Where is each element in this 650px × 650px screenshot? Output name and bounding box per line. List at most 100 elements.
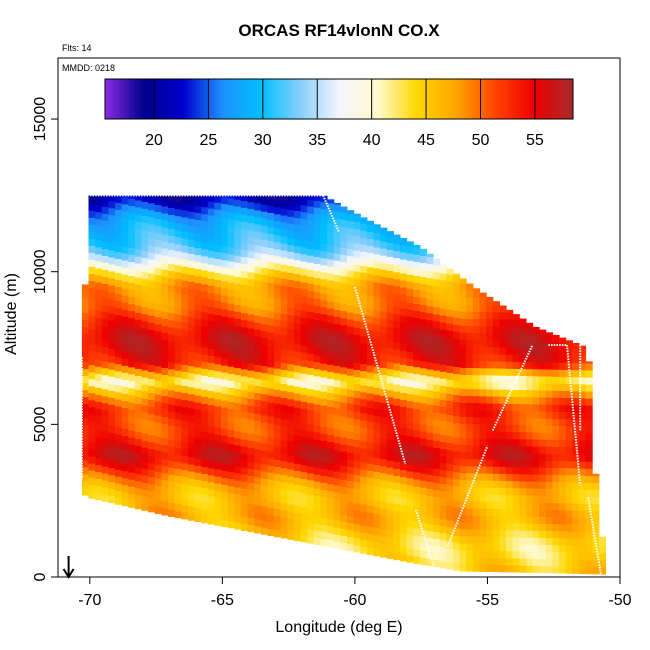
heat-cell xyxy=(187,471,196,479)
heat-cell xyxy=(373,387,381,395)
heat-cell xyxy=(347,297,355,306)
heat-cell xyxy=(287,195,295,203)
heat-cell xyxy=(559,453,567,462)
heat-cell xyxy=(300,499,308,508)
colorbar-swatch xyxy=(227,79,231,119)
heat-cell xyxy=(221,336,229,345)
heat-cell xyxy=(406,555,414,563)
heat-cell xyxy=(240,312,249,321)
heat-cell xyxy=(393,552,401,561)
heat-cell xyxy=(260,309,268,317)
heat-cell xyxy=(525,523,534,531)
heat-cell xyxy=(572,343,580,350)
heat-cell xyxy=(221,315,229,324)
heat-cell xyxy=(426,467,434,475)
heat-cell xyxy=(313,326,321,335)
colorbar-swatch xyxy=(480,79,484,119)
heat-cell xyxy=(247,328,255,336)
heat-cell xyxy=(240,389,249,398)
heat-cell xyxy=(240,270,249,279)
heat-cell xyxy=(453,373,461,382)
heat-cell xyxy=(287,244,295,252)
heat-cell xyxy=(347,396,355,404)
heat-cell xyxy=(187,218,196,226)
heat-cell xyxy=(506,473,514,482)
heat-cell xyxy=(459,549,467,558)
heat-cell xyxy=(307,234,315,242)
heat-cell xyxy=(419,304,428,313)
colorbar-swatch xyxy=(260,79,264,119)
heat-cell xyxy=(181,336,189,344)
heat-cell xyxy=(274,417,282,425)
heat-cell xyxy=(386,305,394,314)
heat-cell xyxy=(115,328,123,337)
heat-cell xyxy=(161,479,169,488)
heat-cell xyxy=(512,501,520,510)
heat-cell xyxy=(552,411,560,419)
heat-cell xyxy=(154,309,162,318)
heat-cell xyxy=(327,462,335,471)
heat-cell xyxy=(81,459,90,468)
heat-cell xyxy=(280,236,288,244)
x-tick-label: -70 xyxy=(78,592,101,609)
heat-cell xyxy=(254,413,262,422)
heat-cell xyxy=(333,442,341,451)
heat-cell xyxy=(353,355,361,363)
heat-cell xyxy=(280,516,288,525)
heat-cell xyxy=(313,249,321,257)
heat-cell xyxy=(274,396,282,404)
heat-cell xyxy=(267,233,275,242)
heat-cell xyxy=(393,496,401,504)
heat-cell xyxy=(353,544,361,553)
heat-cell xyxy=(353,362,361,370)
heat-cell xyxy=(280,376,288,384)
heat-cell xyxy=(267,205,275,213)
heat-cell xyxy=(287,433,295,442)
heat-cell xyxy=(108,390,116,398)
heat-cell xyxy=(168,495,176,503)
heat-cell xyxy=(134,403,143,411)
heat-cell xyxy=(559,481,567,490)
heat-cell xyxy=(419,550,428,558)
heat-cell xyxy=(400,238,408,246)
heat-cell xyxy=(214,349,222,358)
heat-cell xyxy=(578,433,587,441)
heat-cell xyxy=(101,409,109,418)
heat-cell xyxy=(234,458,242,467)
heat-cell xyxy=(194,402,202,410)
heat-cell xyxy=(373,513,381,522)
heat-cell xyxy=(307,458,315,467)
heat-cell xyxy=(492,438,500,446)
heat-cell xyxy=(320,503,328,511)
heat-cell xyxy=(234,353,242,362)
heat-cell xyxy=(187,449,196,458)
heat-cell xyxy=(380,290,388,298)
y-tick-label: 5000 xyxy=(32,406,49,442)
heat-cell xyxy=(168,235,176,244)
heat-cell xyxy=(559,432,567,441)
heat-cell xyxy=(433,489,441,497)
heat-cell xyxy=(274,459,282,467)
heat-cell xyxy=(459,465,467,474)
heat-cell xyxy=(88,245,96,253)
heat-cell xyxy=(287,398,295,407)
heat-cell xyxy=(128,296,136,305)
heat-cell xyxy=(353,467,361,476)
heat-cell xyxy=(519,431,527,440)
heat-cell xyxy=(214,363,222,372)
heat-cell xyxy=(148,195,156,197)
heat-cell xyxy=(187,344,196,353)
colorbar-swatch xyxy=(270,79,275,119)
heat-cell xyxy=(366,287,374,296)
heat-cell xyxy=(413,394,421,403)
heat-cell xyxy=(400,258,408,267)
heat-cell xyxy=(187,358,196,367)
heat-cell xyxy=(101,402,109,411)
heat-cell xyxy=(386,537,394,545)
heat-cell xyxy=(433,313,441,322)
heat-cell xyxy=(201,515,209,524)
heat-cell xyxy=(187,442,196,451)
heat-cell xyxy=(240,368,249,377)
heat-cell xyxy=(373,310,381,318)
heat-cell xyxy=(373,415,381,423)
